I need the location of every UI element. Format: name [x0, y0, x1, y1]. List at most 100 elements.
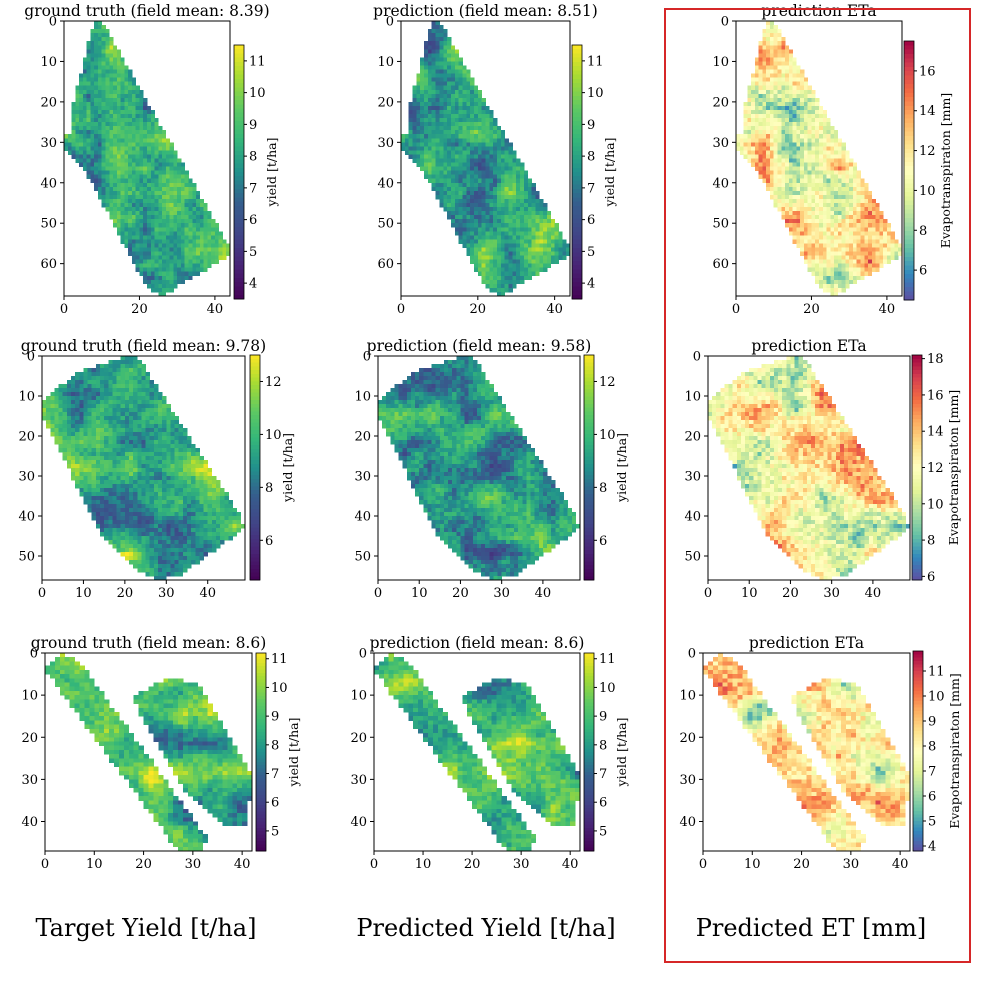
colorbar-swatch — [572, 189, 582, 194]
colorbar-swatch — [256, 696, 266, 700]
x-tick-label: 40 — [535, 586, 552, 601]
colorbar-tick-label: 8 — [271, 738, 279, 753]
panel-title: ground truth (field mean: 8.39) — [24, 2, 269, 20]
colorbar-swatch — [256, 660, 266, 664]
x-tick-label: 20 — [135, 857, 152, 872]
colorbar-swatch — [572, 197, 582, 202]
colorbar-swatch — [256, 673, 266, 677]
colorbar-tick-label: 11 — [587, 54, 604, 69]
colorbar-swatch — [234, 202, 244, 207]
colorbar-swatch — [250, 528, 260, 532]
colorbar-swatch — [572, 223, 582, 228]
colorbar-swatch — [234, 49, 244, 54]
colorbar-swatch — [250, 359, 260, 363]
colorbar-swatch — [584, 408, 594, 412]
colorbar-swatch — [250, 475, 260, 479]
colorbar-swatch — [234, 185, 244, 190]
colorbar-swatch — [584, 378, 594, 382]
colorbar-label: yield [t/ha] — [602, 138, 617, 208]
colorbar-tick-label: 10 — [271, 681, 288, 696]
colorbar-swatch — [584, 792, 594, 796]
colorbar-swatch — [256, 693, 266, 697]
y-tick-label: 40 — [354, 510, 371, 525]
colorbar-swatch — [584, 818, 594, 822]
colorbar-swatch — [572, 261, 582, 266]
colorbar-swatch — [250, 366, 260, 370]
colorbar-swatch — [584, 782, 594, 786]
colorbar-swatch — [584, 509, 594, 513]
colorbar-swatch — [250, 535, 260, 539]
colorbar-swatch — [256, 775, 266, 779]
colorbar-swatch — [584, 363, 594, 367]
colorbar-swatch — [572, 269, 582, 274]
colorbar-swatch — [234, 70, 244, 75]
colorbar-swatch — [584, 765, 594, 769]
colorbar-swatch — [250, 494, 260, 498]
y-tick-label: 40 — [18, 510, 35, 525]
colorbar-swatch — [256, 815, 266, 819]
colorbar-swatch — [584, 565, 594, 569]
colorbar-swatch — [572, 125, 582, 130]
heatmap-cells — [42, 356, 245, 580]
colorbar-swatch — [584, 419, 594, 423]
colorbar-swatch — [584, 546, 594, 550]
colorbar-swatch — [256, 772, 266, 776]
colorbar-swatch — [584, 468, 594, 472]
colorbar-swatch — [584, 749, 594, 753]
colorbar-swatch — [572, 240, 582, 245]
colorbar-swatch — [256, 729, 266, 733]
colorbar-swatch — [234, 231, 244, 236]
colorbar-swatch — [584, 835, 594, 839]
colorbar-swatch — [584, 769, 594, 773]
colorbar-swatch — [250, 385, 260, 389]
colorbar-swatch — [256, 798, 266, 802]
colorbar-swatch — [584, 393, 594, 397]
colorbar-swatch — [250, 408, 260, 412]
colorbar-swatch — [250, 430, 260, 434]
colorbar-swatch — [572, 87, 582, 92]
colorbar-tick-label: 5 — [587, 245, 595, 260]
colorbar-swatch — [234, 210, 244, 215]
colorbar-swatch — [256, 716, 266, 720]
colorbar-swatch — [584, 430, 594, 434]
y-tick-label: 50 — [40, 217, 57, 232]
colorbar-swatch — [250, 419, 260, 423]
colorbar-swatch — [234, 104, 244, 109]
colorbar-tick-label: 8 — [599, 481, 607, 496]
x-tick-label: 20 — [464, 857, 481, 872]
colorbar-swatch — [250, 479, 260, 483]
colorbar-swatch — [572, 117, 582, 122]
colorbar-swatch — [256, 749, 266, 753]
colorbar-swatch — [584, 543, 594, 547]
x-tick-label: 40 — [207, 302, 224, 317]
colorbar-swatch — [584, 400, 594, 404]
colorbar-swatch — [256, 670, 266, 674]
colorbar-swatch — [584, 456, 594, 460]
colorbar-swatch — [250, 441, 260, 445]
colorbar-swatch — [234, 83, 244, 88]
colorbar-swatch — [584, 449, 594, 453]
colorbar-tick-label: 9 — [249, 118, 257, 133]
colorbar-swatch — [234, 113, 244, 118]
colorbar-swatch — [584, 775, 594, 779]
colorbar-swatch — [250, 355, 260, 359]
y-tick-label: 50 — [18, 550, 35, 565]
panel-title: prediction (field mean: 8.6) — [370, 634, 585, 652]
colorbar-swatch — [584, 464, 594, 468]
y-tick-label: 50 — [377, 217, 394, 232]
colorbar-swatch — [234, 244, 244, 249]
colorbar-swatch — [572, 176, 582, 181]
colorbar-swatch — [584, 745, 594, 749]
colorbar-swatch — [234, 286, 244, 291]
colorbar-swatch — [584, 679, 594, 683]
colorbar-swatch — [584, 561, 594, 565]
colorbar-swatch — [572, 244, 582, 249]
colorbar-swatch — [250, 374, 260, 378]
colorbar-swatch — [584, 805, 594, 809]
colorbar-swatch — [584, 673, 594, 677]
colorbar-swatch — [234, 168, 244, 173]
colorbar-swatch — [256, 732, 266, 736]
colorbar-swatch — [584, 798, 594, 802]
colorbar-label: yield [t/ha] — [286, 718, 301, 788]
